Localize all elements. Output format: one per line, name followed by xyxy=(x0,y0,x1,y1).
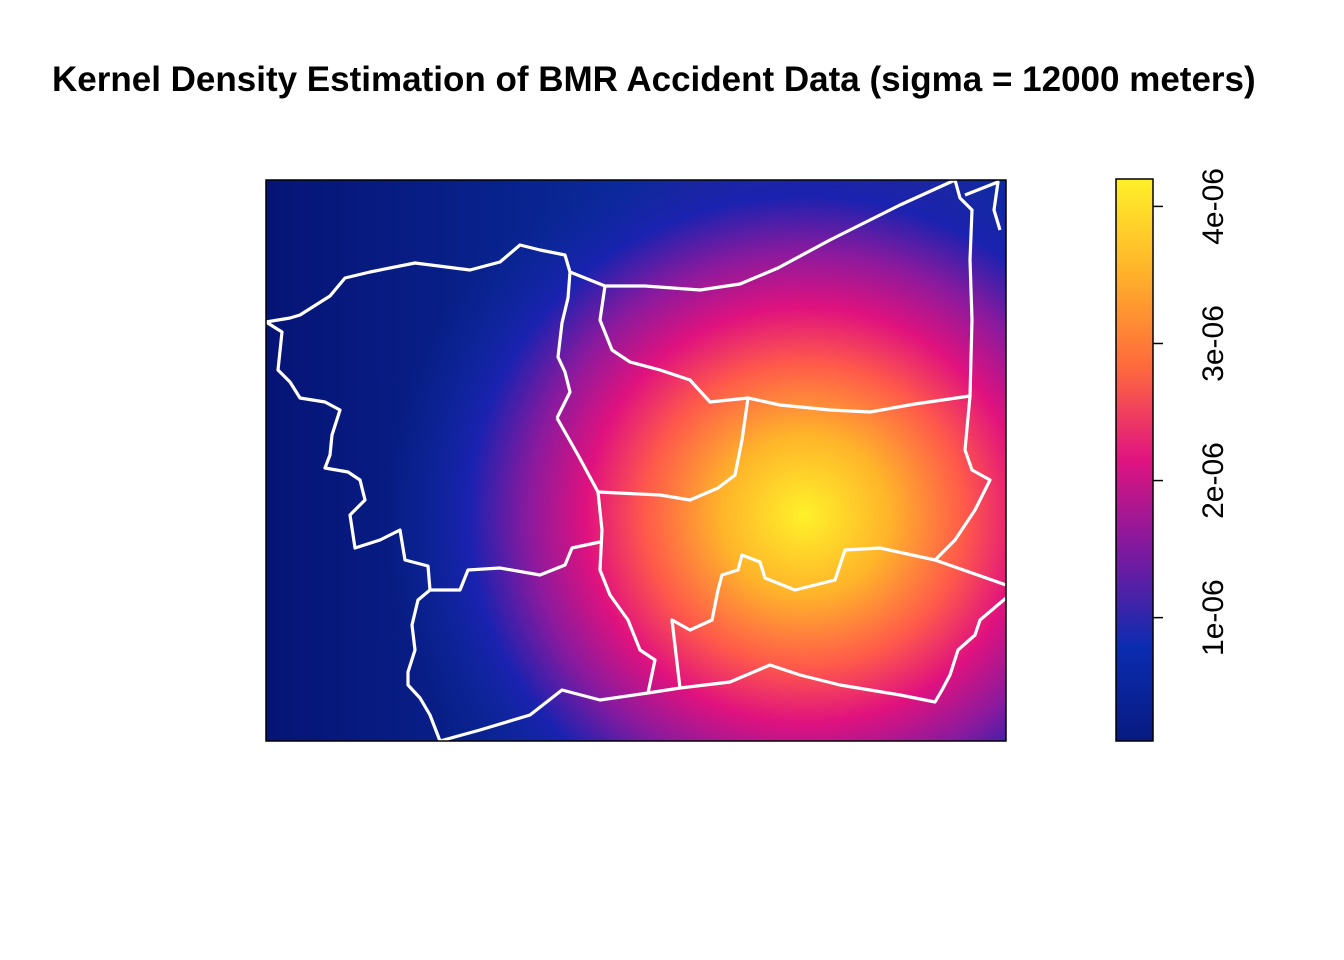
boundary-east xyxy=(933,180,1006,587)
district-boundaries xyxy=(266,180,1006,741)
colorbar: 1e-06 2e-06 3e-06 4e-06 xyxy=(1115,168,1230,742)
boundary-southwest xyxy=(406,588,442,741)
boundary-central xyxy=(597,394,971,502)
boundary-east-edge xyxy=(964,180,1002,231)
chart-title: Kernel Density Estimation of BMR Acciden… xyxy=(52,60,1256,99)
colorbar-tick-label-0: 1e-06 xyxy=(1197,579,1230,656)
boundary-south xyxy=(439,596,1006,741)
boundary-west xyxy=(266,243,572,419)
map-frame xyxy=(265,179,1007,742)
colorbar-tick-label-2: 3e-06 xyxy=(1197,305,1230,382)
colorbar-tick-label-1: 2e-06 xyxy=(1197,442,1230,519)
boundary-northeast xyxy=(569,180,956,292)
colorbar-fill xyxy=(1116,179,1153,741)
boundary-northeast-inner xyxy=(598,285,749,404)
colorbar-ticks: 1e-06 2e-06 3e-06 4e-06 xyxy=(1153,168,1230,656)
boundary-central-vertical xyxy=(555,417,657,694)
density-map xyxy=(266,180,1006,741)
boundary-west-inner xyxy=(266,320,601,592)
boundary-inner-south xyxy=(670,546,936,689)
colorbar-frame xyxy=(1115,178,1154,742)
colorbar-tick-label-3: 4e-06 xyxy=(1197,168,1230,245)
